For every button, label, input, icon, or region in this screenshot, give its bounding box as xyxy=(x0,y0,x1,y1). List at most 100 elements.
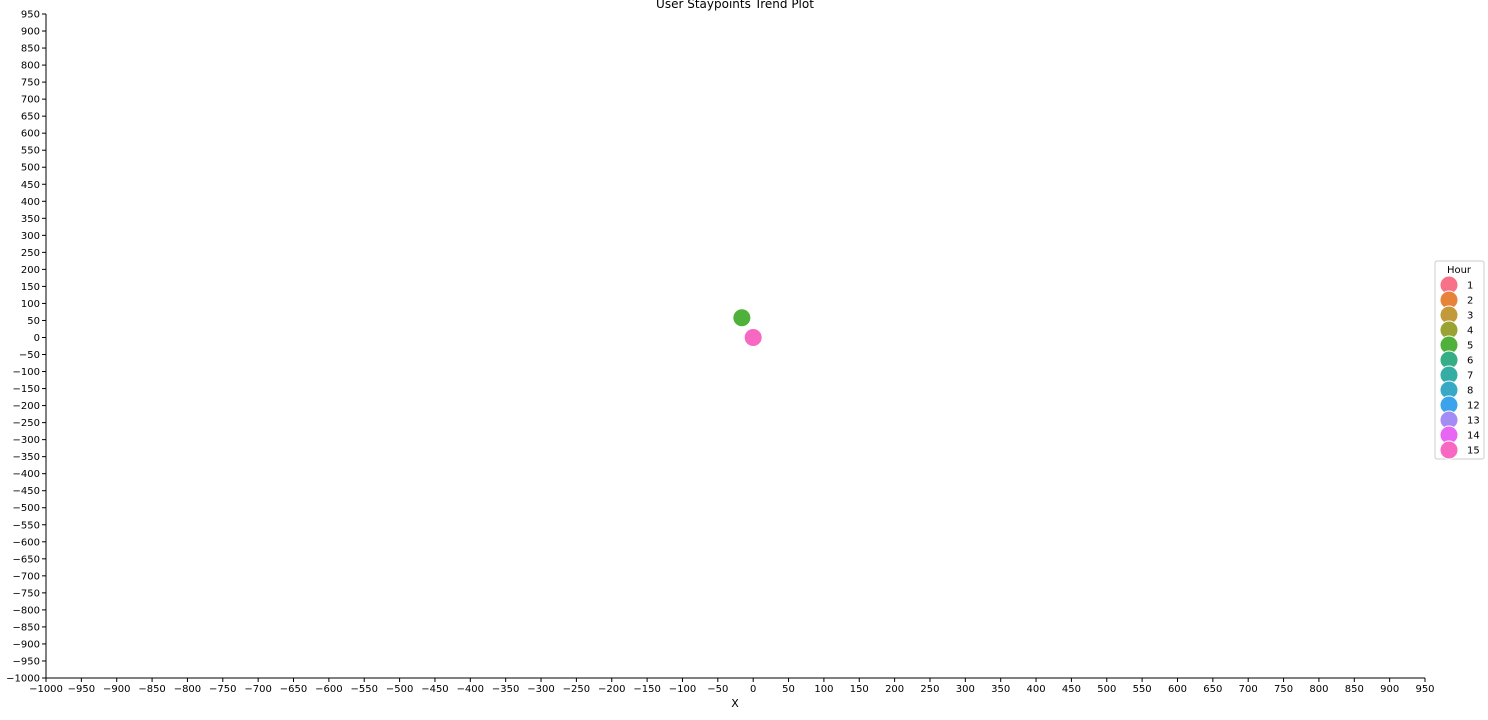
legend-label-1: 1 xyxy=(1467,281,1473,292)
y-tick-label: −700 xyxy=(13,571,40,582)
x-tick-label: −850 xyxy=(138,684,165,695)
y-tick-label: −900 xyxy=(13,639,40,650)
y-tick-label: 750 xyxy=(21,78,40,89)
x-tick-label: −100 xyxy=(669,684,696,695)
x-tick-label: −350 xyxy=(492,684,519,695)
legend-label-7: 7 xyxy=(1467,371,1473,382)
x-tick-label: 0 xyxy=(750,684,756,695)
y-tick-label: −600 xyxy=(13,537,40,548)
x-tick-label: −700 xyxy=(244,684,271,695)
x-tick-label: 200 xyxy=(885,684,904,695)
y-tick-label: 650 xyxy=(21,112,40,123)
x-tick-label: 800 xyxy=(1309,684,1328,695)
y-tick-label: 150 xyxy=(21,282,40,293)
x-axis: −1000 −950 −900 −850 −800 −750 −700 −650 −600 −55… xyxy=(29,677,1435,695)
y-tick-label: −750 xyxy=(13,588,40,599)
x-tick-label: 450 xyxy=(1062,684,1081,695)
y-tick-label: −650 xyxy=(13,554,40,565)
y-tick-label: −850 xyxy=(13,622,40,633)
x-tick-label: 250 xyxy=(920,684,939,695)
x-tick-label: −150 xyxy=(633,684,660,695)
y-tick-label: 950 xyxy=(21,10,40,21)
x-tick-label: −500 xyxy=(386,684,413,695)
y-tick-label: −50 xyxy=(19,350,40,361)
y-tick-label: 800 xyxy=(21,61,40,72)
y-tick-label: 200 xyxy=(21,265,40,276)
x-tick-label: 150 xyxy=(850,684,869,695)
y-tick-label: −450 xyxy=(13,486,40,497)
x-tick-label: −300 xyxy=(527,684,554,695)
x-tick-label: −900 xyxy=(103,684,130,695)
x-tick-label: 600 xyxy=(1168,684,1187,695)
x-tick-label: −450 xyxy=(421,684,448,695)
y-tick-label: −150 xyxy=(13,384,40,395)
y-tick-label: 700 xyxy=(21,95,40,106)
y-tick-label: 550 xyxy=(21,146,40,157)
x-tick-label: 300 xyxy=(956,684,975,695)
data-points xyxy=(732,308,763,347)
y-tick-label: 50 xyxy=(27,316,40,327)
y-tick-label: 900 xyxy=(21,27,40,38)
x-tick-label: −950 xyxy=(68,684,95,695)
y-tick-label: −300 xyxy=(13,435,40,446)
x-tick-label: 500 xyxy=(1097,684,1116,695)
legend-label-8: 8 xyxy=(1467,386,1473,397)
x-axis-title: X xyxy=(731,697,739,710)
legend-label-2: 2 xyxy=(1467,296,1473,307)
x-tick-label: 400 xyxy=(1027,684,1046,695)
y-tick-label: −100 xyxy=(13,367,40,378)
y-tick-label: 850 xyxy=(21,44,40,55)
y-tick-label: −950 xyxy=(13,656,40,667)
x-tick-label: −650 xyxy=(280,684,307,695)
legend-label-12: 12 xyxy=(1467,401,1480,412)
y-tick-label: 300 xyxy=(21,231,40,242)
y-tick-label: −800 xyxy=(13,605,40,616)
y-tick-label: −1000 xyxy=(6,674,40,685)
x-tick-label: −550 xyxy=(350,684,377,695)
x-tick-label: 650 xyxy=(1203,684,1222,695)
legend-label-15: 15 xyxy=(1467,446,1480,457)
x-tick-label: 950 xyxy=(1415,684,1434,695)
x-tick-label: −200 xyxy=(598,684,625,695)
data-point-hour-5 xyxy=(732,308,752,328)
x-tick-label: −750 xyxy=(209,684,236,695)
y-tick-label: 500 xyxy=(21,163,40,174)
legend-label-13: 13 xyxy=(1467,416,1480,427)
legend-label-6: 6 xyxy=(1467,356,1473,367)
y-tick-label: 600 xyxy=(21,129,40,140)
legend-title: Hour xyxy=(1447,265,1472,276)
legend-label-5: 5 xyxy=(1467,341,1473,352)
y-tick-label: 400 xyxy=(21,197,40,208)
y-tick-label: −250 xyxy=(13,418,40,429)
x-tick-label: 350 xyxy=(991,684,1010,695)
legend-label-3: 3 xyxy=(1467,311,1473,322)
y-tick-label: 100 xyxy=(21,299,40,310)
x-tick-label: 900 xyxy=(1380,684,1399,695)
x-tick-label: −1000 xyxy=(29,684,63,695)
y-tick-label: −500 xyxy=(13,503,40,514)
x-tick-label: 550 xyxy=(1133,684,1152,695)
x-tick-label: −600 xyxy=(315,684,342,695)
y-tick-label: 350 xyxy=(21,214,40,225)
y-tick-label: 450 xyxy=(21,180,40,191)
x-tick-label: −250 xyxy=(563,684,590,695)
x-tick-label: −400 xyxy=(457,684,484,695)
legend-label-4: 4 xyxy=(1467,326,1473,337)
x-tick-label: −800 xyxy=(174,684,201,695)
y-tick-label: −200 xyxy=(13,401,40,412)
y-tick-label: −550 xyxy=(13,520,40,531)
data-point-hour-15 xyxy=(743,327,763,347)
x-tick-label: 700 xyxy=(1239,684,1258,695)
chart-title: User Staypoints Trend Plot xyxy=(656,0,814,11)
y-tick-label: −400 xyxy=(13,469,40,480)
legend-marker-15 xyxy=(1439,440,1459,460)
x-tick-label: 100 xyxy=(814,684,833,695)
y-tick-label: −350 xyxy=(13,452,40,463)
x-tick-label: −50 xyxy=(707,684,728,695)
legend-label-14: 14 xyxy=(1467,431,1480,442)
x-tick-label: 850 xyxy=(1345,684,1364,695)
y-tick-label: 250 xyxy=(21,248,40,259)
y-tick-label: 0 xyxy=(34,333,40,344)
